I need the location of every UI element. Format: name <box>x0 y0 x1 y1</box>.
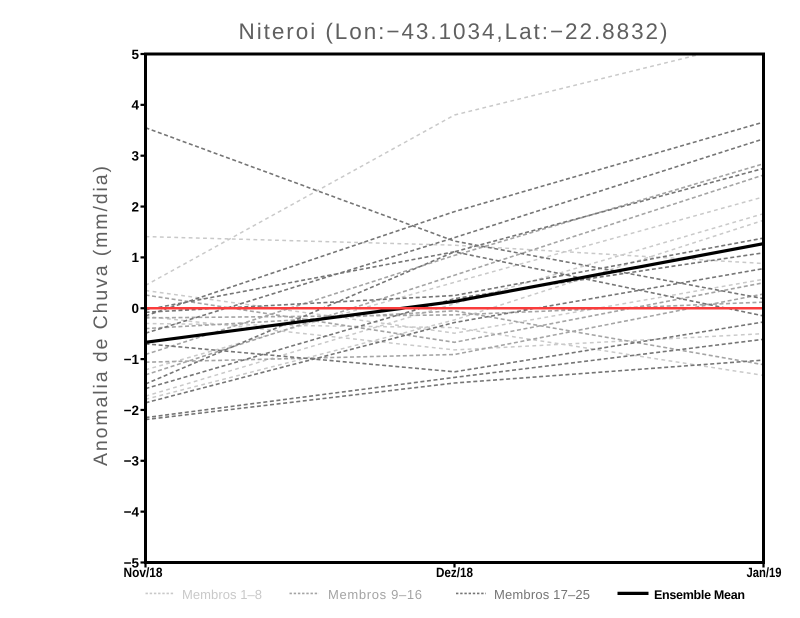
svg-text:3: 3 <box>131 149 139 164</box>
svg-text:Ensemble Mean: Ensemble Mean <box>654 588 745 602</box>
svg-text:−3: −3 <box>124 454 140 469</box>
svg-text:Membros 17–25: Membros 17–25 <box>494 587 590 602</box>
svg-text:−1: −1 <box>124 352 140 367</box>
svg-text:2: 2 <box>131 199 139 214</box>
svg-text:−4: −4 <box>124 504 140 519</box>
svg-text:−2: −2 <box>124 403 139 418</box>
svg-text:Dez/18: Dez/18 <box>436 565 473 580</box>
svg-text:−5: −5 <box>124 555 140 570</box>
svg-text:4: 4 <box>131 98 139 113</box>
svg-text:Nov/18: Nov/18 <box>124 565 163 580</box>
svg-text:Anomalia de Chuva (mm/dia): Anomalia de Chuva (mm/dia) <box>90 166 112 466</box>
svg-text:1: 1 <box>131 250 139 265</box>
svg-text:5: 5 <box>131 47 139 62</box>
svg-text:Niteroi (Lon:−43.1034,Lat:−22.: Niteroi (Lon:−43.1034,Lat:−22.8832) <box>239 19 668 44</box>
svg-text:Membros 1–8: Membros 1–8 <box>182 587 262 602</box>
svg-text:Jan/19: Jan/19 <box>747 565 782 580</box>
svg-text:Membros 9–16: Membros 9–16 <box>328 587 422 602</box>
svg-text:0: 0 <box>131 301 139 316</box>
